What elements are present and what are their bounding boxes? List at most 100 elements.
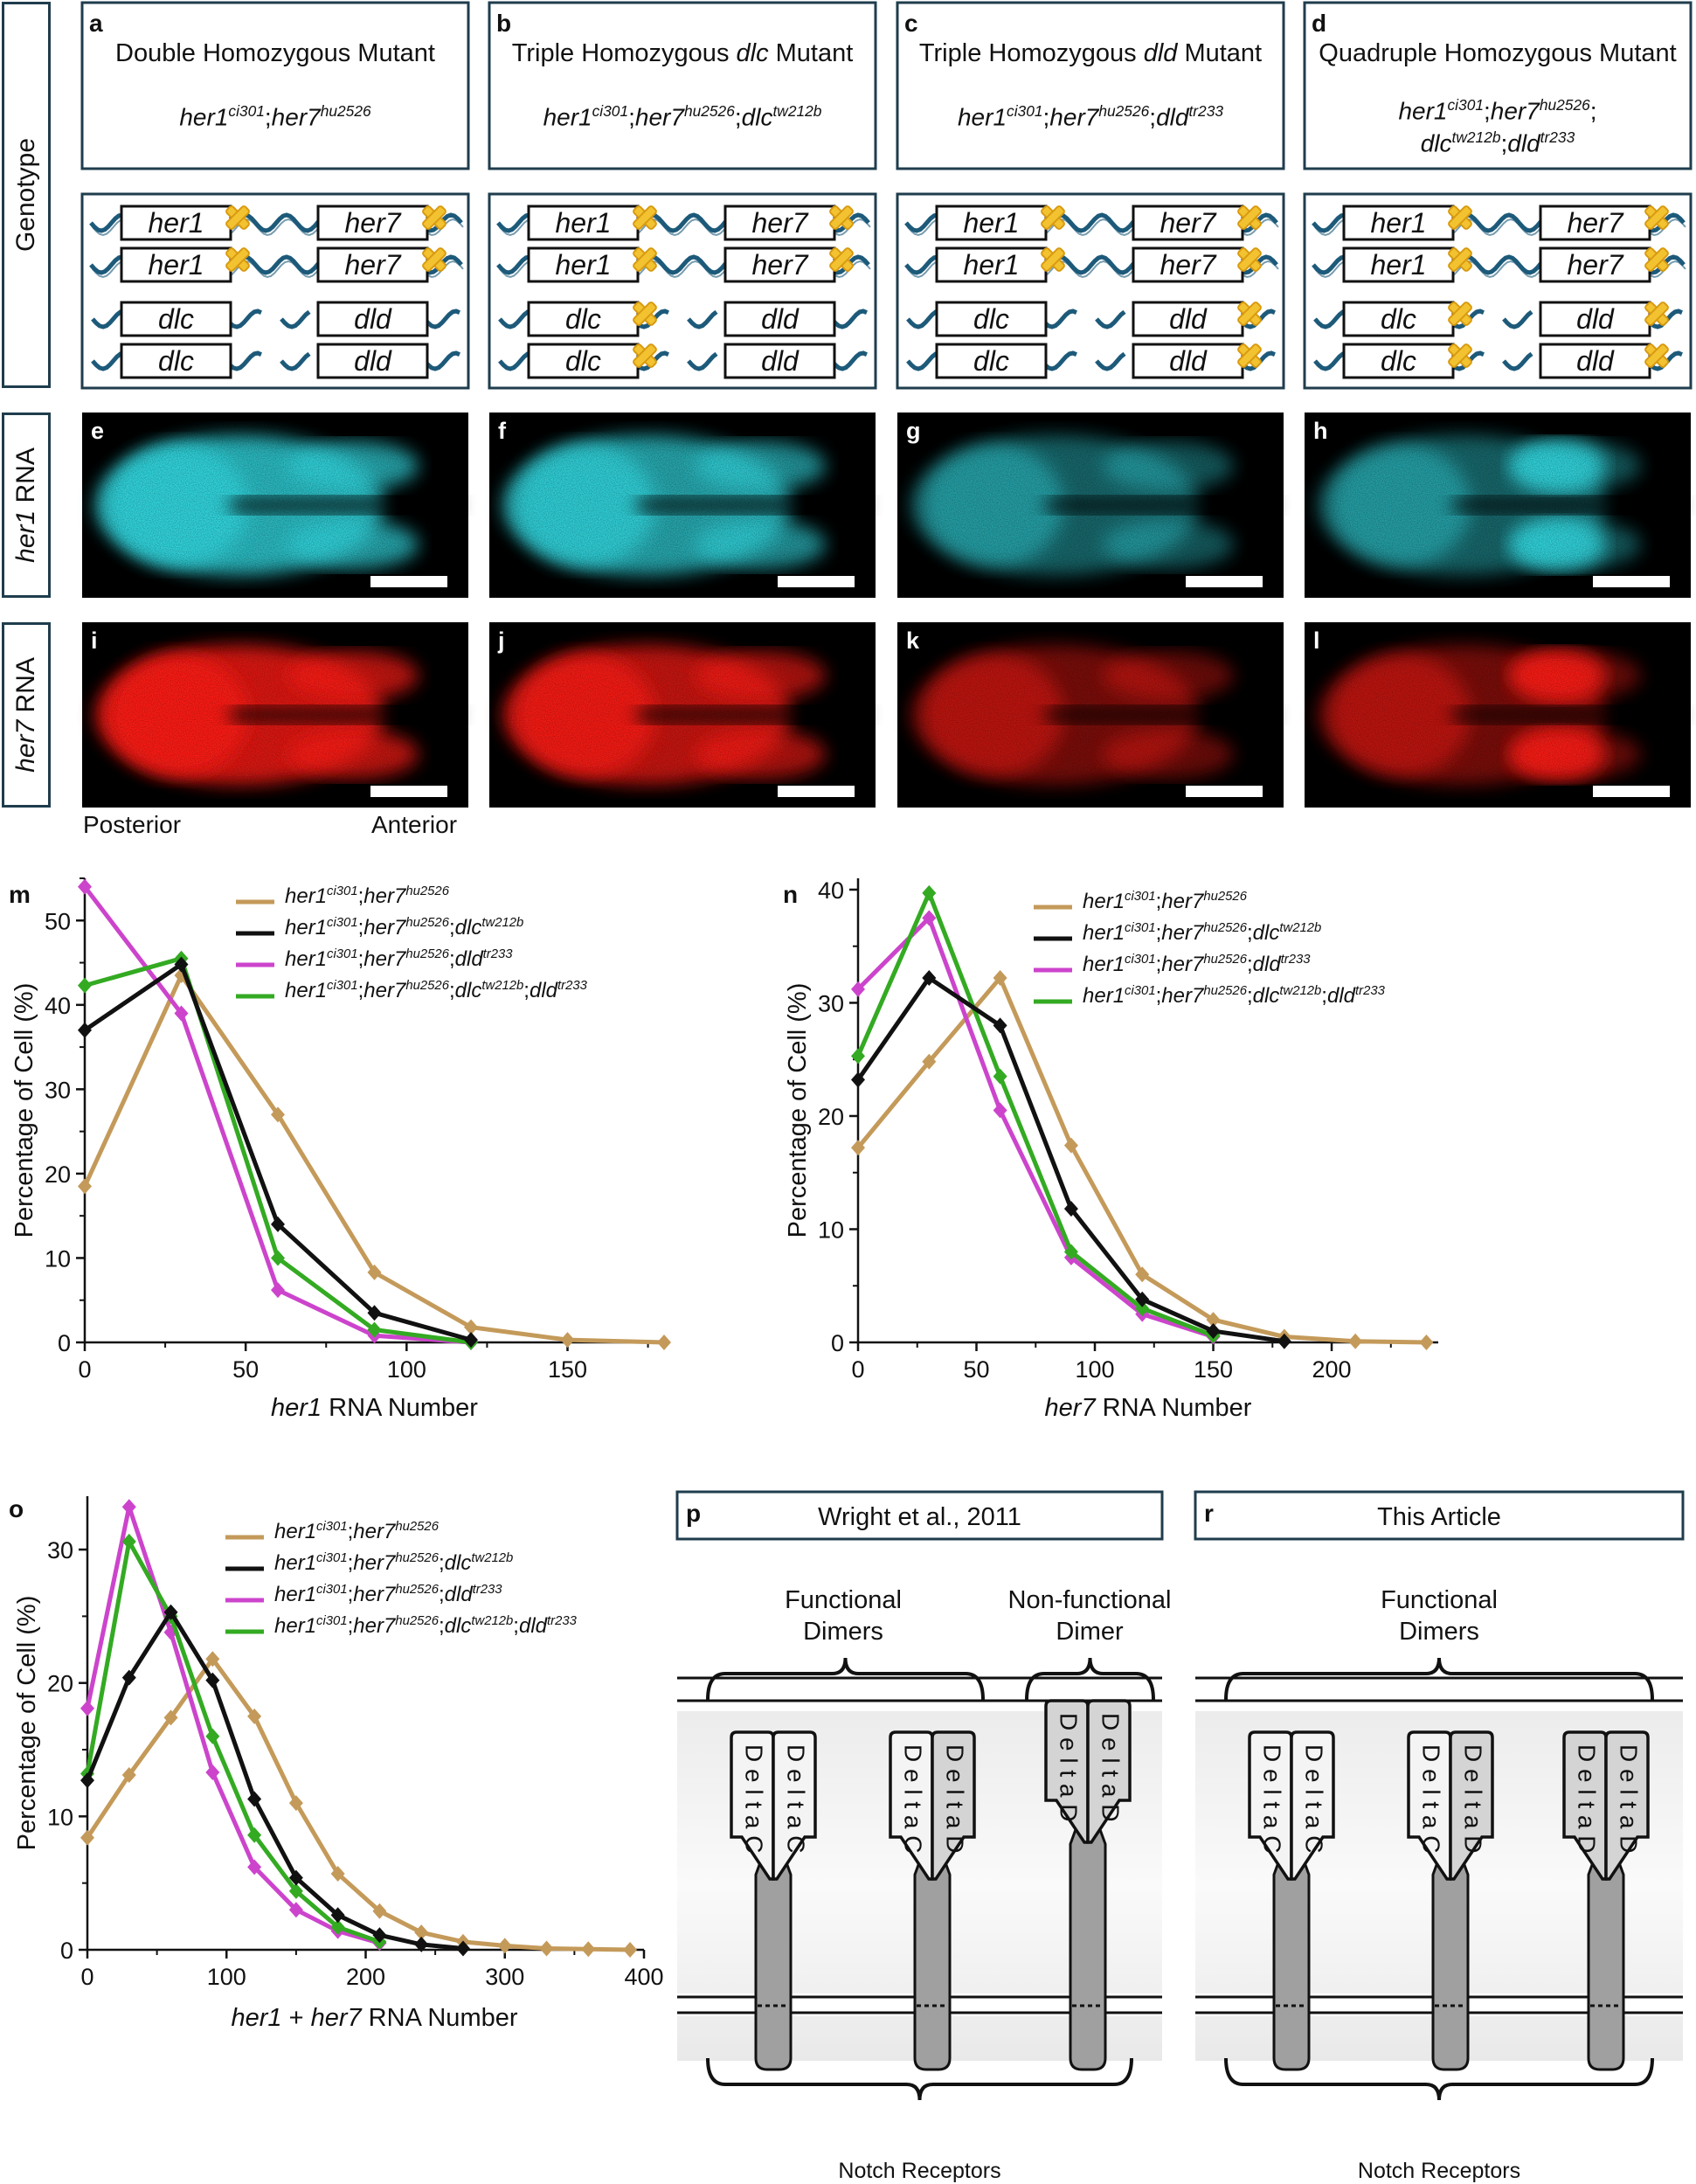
- data-point: [330, 1919, 345, 1936]
- notch-receptor: [754, 1822, 793, 2071]
- legend-entry: her1ci301;her7hu2526;dlctw212b: [1083, 921, 1322, 945]
- dna-arm: [830, 350, 868, 371]
- genotype-title-box: [1303, 1, 1693, 170]
- legend-entry: her1ci301;her7hu2526;dldtr233: [285, 947, 513, 971]
- panel-letter: d: [1312, 10, 1326, 37]
- dna-arm: [1502, 351, 1533, 371]
- data-point: [455, 1940, 470, 1957]
- y-tick-label: 10: [47, 1804, 73, 1830]
- gene-label-dlc: dlc: [973, 303, 1009, 335]
- diagram-title: Wright et al., 2011: [818, 1503, 1021, 1531]
- panel-letter: j: [497, 627, 505, 654]
- genotype-title-box: [896, 1, 1285, 170]
- data-point: [288, 1869, 303, 1886]
- x-tick-label: 200: [1312, 1356, 1352, 1383]
- y-tick-label: 0: [58, 1330, 71, 1356]
- data-point: [271, 1282, 285, 1299]
- delta-label: D e l t a C: [741, 1744, 768, 1853]
- panel-title: Triple Homozygous dlc Mutant: [511, 39, 854, 67]
- dna-arm: [1040, 309, 1077, 329]
- data-point: [1063, 1201, 1078, 1217]
- diagram-title-box: [1194, 1490, 1685, 1541]
- mutation-cross-icon: [633, 343, 657, 368]
- gene-label-her7: her7: [1567, 249, 1623, 281]
- delta-ligand: [931, 1730, 976, 1881]
- notch-receptor: [1431, 1822, 1470, 2071]
- x-tick-label: 50: [232, 1356, 259, 1383]
- diagram-p: p Wright et al., 2011 Functional Dimers Non-…: [675, 1490, 1172, 2183]
- diagram-title-box: [675, 1490, 1164, 1541]
- delta-label: D e l t a D: [1056, 1713, 1083, 1821]
- embryo-signal: [489, 622, 876, 808]
- notch-receptor: [1587, 1822, 1625, 2071]
- y-tick-label: 50: [45, 908, 71, 934]
- gene-label-her1: her1: [555, 207, 611, 239]
- notch-receptors-label: Notch Receptors: [838, 2159, 1000, 2183]
- delta-ligand: [1248, 1730, 1293, 1881]
- data-point: [851, 1140, 865, 1156]
- gene-label-dlc: dlc: [565, 303, 601, 335]
- her7-rna-side-label: her7 RNA: [2, 622, 51, 808]
- embryo-signal: [489, 413, 876, 598]
- x-axis-label: her7 RNA Number: [1045, 1394, 1252, 1422]
- data-point: [372, 1903, 387, 1919]
- gene-label-her1: her1: [1370, 249, 1426, 281]
- gene-label-dld: dld: [1576, 303, 1615, 335]
- x-tick-label: 300: [485, 1964, 524, 1990]
- legend-entry: her1ci301;her7hu2526;dlctw212b;dldtr233: [1083, 984, 1385, 1008]
- y-axis-label: Percentage of Cell (%): [784, 983, 812, 1238]
- delta-label: D e l t a D: [1460, 1744, 1487, 1853]
- delta-ligand: [730, 1730, 775, 1881]
- data-point: [1206, 1323, 1221, 1340]
- series-line-2: [856, 915, 1215, 1339]
- bracket: [1224, 1657, 1654, 1701]
- y-tick-label: 0: [60, 1938, 73, 1964]
- legend-entry: her1ci301;her7hu2526: [1083, 890, 1247, 913]
- gene-label-dlc: dlc: [973, 345, 1009, 377]
- series-line-0: [856, 975, 1427, 1345]
- delta-label: D e l t a D: [1097, 1713, 1125, 1821]
- group-label: Dimers: [1399, 1618, 1479, 1646]
- mutation-cross-icon: [633, 205, 657, 230]
- legend-entry: her1ci301;her7hu2526;dldtr233: [1083, 953, 1311, 976]
- panel-letter: c: [904, 10, 918, 37]
- gene-box-dld: [316, 343, 429, 379]
- data-point: [80, 1700, 94, 1716]
- y-axis-label: Percentage of Cell (%): [10, 983, 38, 1238]
- diagram-title: This Article: [1377, 1503, 1501, 1531]
- gene-label-her7: her7: [1160, 207, 1216, 239]
- notch-receptor: [1272, 1822, 1311, 2071]
- gene-box-her7: [316, 246, 429, 283]
- gene-label-dld: dld: [1169, 345, 1208, 377]
- embryo-signal: [897, 622, 1284, 808]
- data-point: [205, 1651, 220, 1667]
- x-tick-label: 0: [80, 1964, 93, 1990]
- data-point: [78, 1022, 92, 1038]
- data-point: [623, 1942, 638, 1958]
- gene-label-dld: dld: [761, 303, 800, 335]
- diagram-r: r This Article Functional Dimers Notch Recep…: [1194, 1490, 1685, 2183]
- panel-letter: g: [906, 418, 921, 444]
- dna-arm: [225, 350, 262, 371]
- y-tick-label: 20: [47, 1671, 73, 1697]
- group-label: Functional: [1381, 1586, 1498, 1614]
- chart-n: 0 10 20 30 40 0 50 100 150 200 n Percentage of Cell…: [783, 877, 1438, 1422]
- gene-box-dld: [1539, 343, 1651, 379]
- data-point: [993, 1017, 1007, 1034]
- data-point: [1206, 1312, 1221, 1328]
- gene-box-her1: [527, 246, 640, 283]
- panel-title: Triple Homozygous dld Mutant: [918, 39, 1263, 67]
- delta-ligand: [772, 1730, 817, 1881]
- mutation-cross-icon: [1644, 302, 1669, 326]
- dna-arm: [280, 309, 311, 329]
- y-tick-label: 40: [818, 877, 844, 904]
- gene-label-dld: dld: [1576, 345, 1615, 377]
- mutation-cross-icon: [1237, 302, 1262, 326]
- gene-label-dld: dld: [354, 345, 392, 377]
- panel-letter: l: [1313, 627, 1320, 654]
- data-point: [1348, 1333, 1363, 1349]
- delta-label: D e l t a C: [783, 1744, 810, 1853]
- data-point: [1135, 1300, 1150, 1317]
- x-tick-label: 100: [387, 1356, 426, 1383]
- panel-letter: n: [783, 881, 798, 908]
